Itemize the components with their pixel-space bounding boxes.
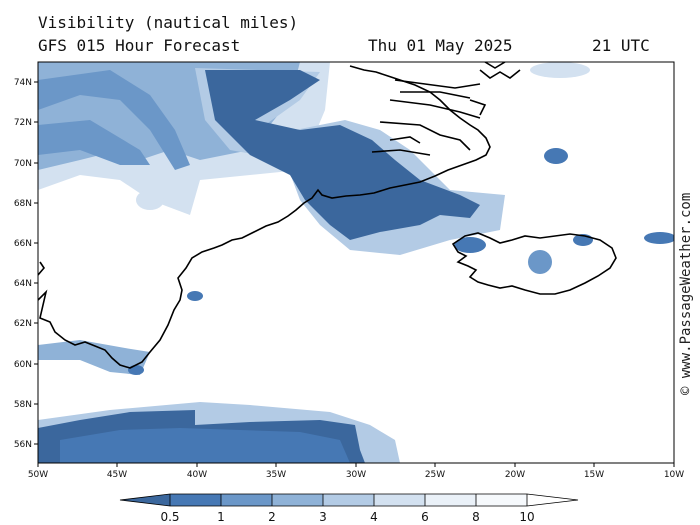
colorbar-segment-7 [476,494,527,506]
colorbar-segment-1 [170,494,221,506]
lon-tick-label: 45W [107,470,127,480]
lat-tick-label: 74N [14,78,32,88]
visibility-patch-iceland-central [528,250,552,274]
colorbar-segment-2 [221,494,272,506]
visibility-zone-denmark-strait-fog [205,70,480,240]
forecast-time: 21 UTC [592,36,650,55]
lat-tick-label: 62N [14,319,32,329]
iceland-coastline [451,232,617,295]
colorbar: 0.5 1 2 3 4 6 8 10 [119,493,579,524]
visibility-zone-south-inner [60,428,350,463]
lon-tick-label: 40W [187,470,207,480]
colorbar-label: 8 [472,510,480,524]
lat-tick-label: 66N [14,239,32,249]
lat-tick-label: 70N [14,159,32,169]
colorbar-label: 6 [421,510,429,524]
colorbar-label: 4 [370,510,378,524]
latitude-axis: 56N 58N 60N 62N 64N 66N 68N 70N 72N 74N [14,78,38,450]
colorbar-label: 0.5 [160,510,179,524]
colorbar-segment-8 [527,494,578,506]
lat-tick-label: 60N [14,360,32,370]
colorbar-segment-3 [272,494,323,506]
greenland-coastline [38,65,491,369]
colorbar-segment-4 [323,494,374,506]
visibility-patch-east [544,148,568,164]
visibility-patch-cape-farewell [128,365,144,375]
visibility-zone-northwest-streaks [38,70,190,170]
colorbar-label: 3 [319,510,327,524]
colorbar-label: 10 [519,510,534,524]
lat-tick-label: 58N [14,400,32,410]
lon-tick-label: 35W [266,470,286,480]
forecast-date: Thu 01 May 2025 [368,36,513,55]
visibility-shading [38,62,674,463]
lon-tick-label: 10W [664,470,684,480]
lat-tick-label: 72N [14,118,32,128]
lon-tick-label: 30W [346,470,366,480]
visibility-patch-faint [136,190,164,210]
map-title: Visibility (nautical miles) [38,13,299,32]
forecast-subtitle: GFS 015 Hour Forecast [38,36,241,55]
lon-tick-label: 50W [28,470,48,480]
lon-tick-label: 25W [425,470,445,480]
visibility-patch-iceland-west [454,237,486,253]
visibility-patch-northeast [530,62,590,78]
east-greenland-fjords [371,62,521,156]
colorbar-segment-5 [374,494,425,506]
lon-tick-label: 15W [584,470,604,480]
lon-tick-label: 20W [505,470,525,480]
visibility-patch-far-east [644,232,674,244]
colorbar-label: 2 [268,510,276,524]
colorbar-segment-6 [425,494,476,506]
lat-tick-label: 68N [14,199,32,209]
lat-tick-label: 64N [14,279,32,289]
visibility-patch-coast [187,291,203,301]
colorbar-label: 1 [217,510,225,524]
lat-tick-label: 56N [14,440,32,450]
colorbar-segment-0 [120,494,170,506]
longitude-axis: 50W 45W 40W 35W 30W 25W 20W 15W 10W [28,463,684,480]
visibility-zone-northwest-band [38,120,150,165]
coastlines [38,62,617,369]
